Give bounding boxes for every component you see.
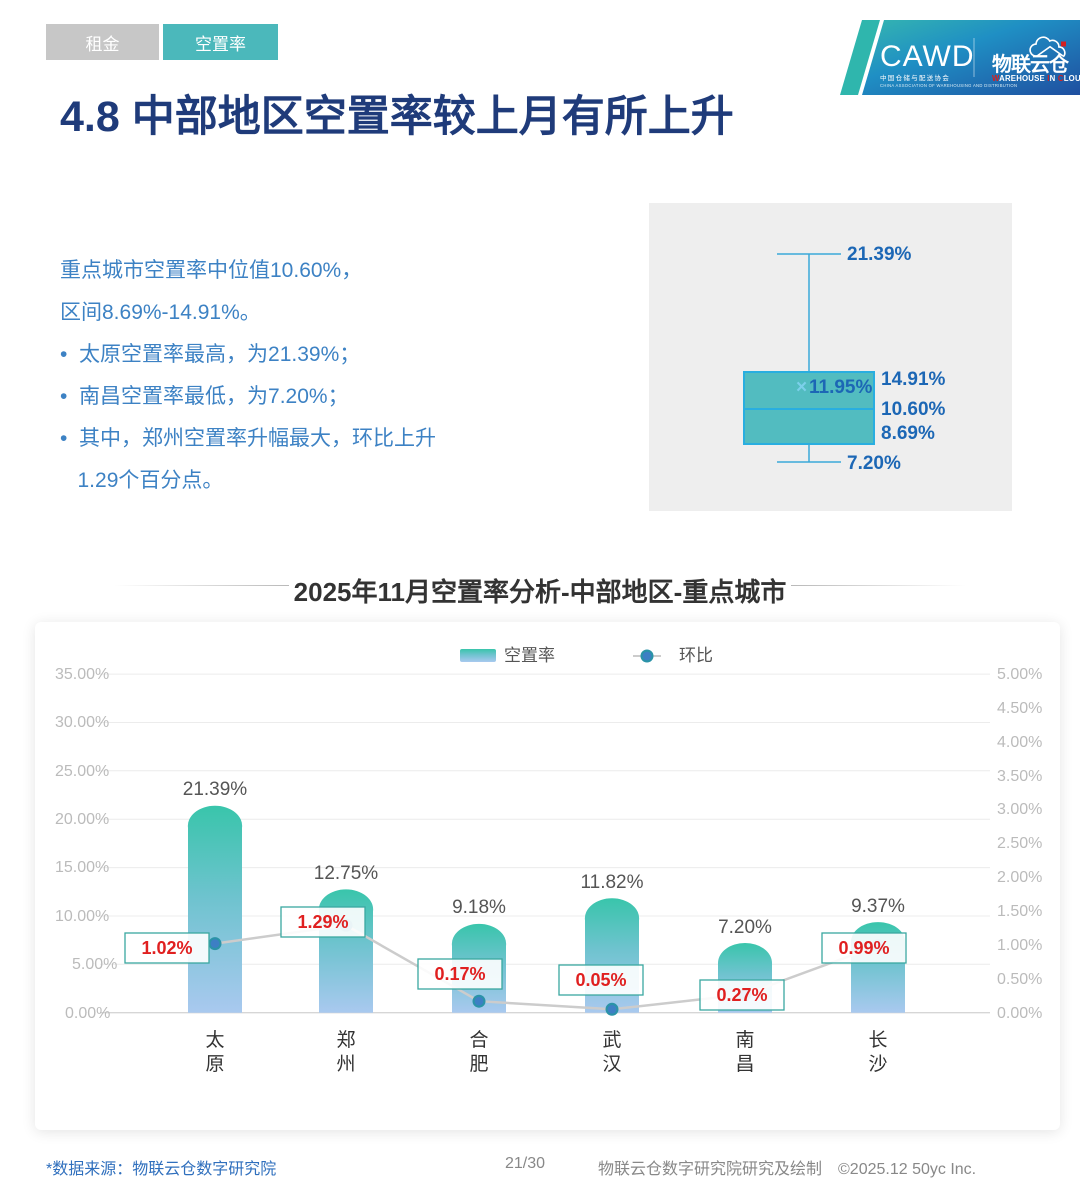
svg-text:0.17%: 0.17% — [434, 964, 485, 984]
svg-text:×: × — [796, 377, 807, 398]
svg-text:7.20%: 7.20% — [847, 453, 901, 474]
svg-text:州: 州 — [336, 1054, 355, 1075]
svg-text:0.27%: 0.27% — [716, 985, 767, 1005]
svg-text:15.00%: 15.00% — [55, 859, 109, 876]
svg-text:8.69%: 8.69% — [881, 423, 935, 444]
svg-text:7.20%: 7.20% — [718, 917, 772, 938]
svg-text:9.37%: 9.37% — [851, 896, 905, 917]
svg-text:0.00%: 0.00% — [997, 1005, 1042, 1022]
svg-text:昌: 昌 — [735, 1054, 754, 1075]
svg-text:14.91%: 14.91% — [881, 369, 946, 390]
svg-text:4.00%: 4.00% — [997, 734, 1042, 751]
svg-text:物联云仓: 物联云仓 — [992, 52, 1070, 76]
svg-text:0.05%: 0.05% — [575, 970, 626, 990]
svg-text:空置率: 空置率 — [504, 646, 555, 665]
svg-text:1.29%: 1.29% — [297, 912, 348, 932]
svg-text:中国仓储与配送协会: 中国仓储与配送协会 — [880, 73, 950, 82]
svg-text:南: 南 — [735, 1029, 754, 1051]
svg-text:20.00%: 20.00% — [55, 811, 109, 828]
svg-text:3.00%: 3.00% — [997, 801, 1042, 818]
svg-text:CHINA ASSOCIATION OF WAREHOUSI: CHINA ASSOCIATION OF WAREHOUSING AND DIS… — [880, 83, 1017, 88]
svg-text:11.95%: 11.95% — [809, 377, 872, 398]
svg-text:肥: 肥 — [469, 1054, 488, 1075]
svg-text:2.00%: 2.00% — [997, 869, 1042, 886]
svg-text:1.00%: 1.00% — [997, 937, 1042, 954]
svg-text:10.60%: 10.60% — [881, 399, 946, 420]
svg-text:9.18%: 9.18% — [452, 897, 506, 918]
svg-text:5.00%: 5.00% — [72, 956, 117, 973]
svg-text:35.00%: 35.00% — [55, 666, 109, 683]
svg-text:3.50%: 3.50% — [997, 768, 1042, 785]
svg-text:汉: 汉 — [602, 1053, 621, 1075]
svg-text:武: 武 — [602, 1029, 621, 1051]
svg-text:0.99%: 0.99% — [838, 938, 889, 958]
svg-text:4.50%: 4.50% — [997, 700, 1042, 717]
svg-text:长: 长 — [868, 1029, 887, 1051]
svg-text:合: 合 — [469, 1029, 488, 1051]
svg-text:11.82%: 11.82% — [580, 872, 643, 893]
svg-text:WAREHOUSE IN CLOUD: WAREHOUSE IN CLOUD — [992, 74, 1080, 83]
svg-text:5.00%: 5.00% — [997, 666, 1042, 683]
svg-text:30.00%: 30.00% — [55, 714, 109, 731]
svg-text:21.39%: 21.39% — [183, 779, 248, 800]
svg-text:21.39%: 21.39% — [847, 244, 912, 265]
svg-text:25.00%: 25.00% — [55, 763, 109, 780]
svg-text:0.00%: 0.00% — [65, 1005, 110, 1022]
svg-text:郑: 郑 — [336, 1029, 355, 1051]
svg-text:原: 原 — [205, 1054, 224, 1075]
svg-text:CAWD: CAWD — [880, 40, 975, 73]
svg-text:1.50%: 1.50% — [997, 903, 1042, 920]
svg-text:0.50%: 0.50% — [997, 971, 1042, 988]
svg-text:太: 太 — [205, 1029, 224, 1051]
svg-text:沙: 沙 — [868, 1054, 887, 1075]
svg-text:10.00%: 10.00% — [55, 908, 109, 925]
svg-text:12.75%: 12.75% — [314, 863, 379, 884]
svg-text:环比: 环比 — [679, 646, 713, 665]
svg-text:1.02%: 1.02% — [141, 938, 192, 958]
svg-text:2.50%: 2.50% — [997, 835, 1042, 852]
